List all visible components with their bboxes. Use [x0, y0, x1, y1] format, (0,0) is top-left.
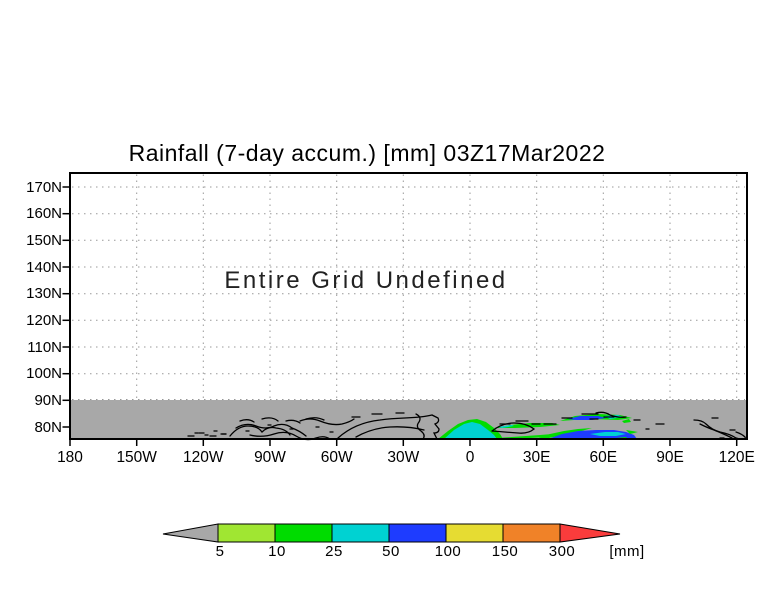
colorbar-label: 300 — [549, 543, 576, 560]
x-axis-label: 60W — [321, 449, 353, 466]
x-axis-label: 0 — [466, 449, 475, 466]
y-axis-label: 130N — [26, 285, 62, 302]
gray-band — [71, 400, 746, 439]
gridlines — [72, 174, 745, 400]
colorbar-label: 100 — [435, 543, 462, 560]
x-axis-label: 90E — [656, 449, 684, 466]
x-axis-label: 30W — [387, 449, 419, 466]
plot-frame — [69, 172, 748, 440]
colorbar-label: 25 — [325, 543, 343, 560]
colorbar-label: 150 — [492, 543, 519, 560]
coastlines — [187, 411, 747, 441]
x-axis-label: 90W — [254, 449, 286, 466]
colorbar-label: 50 — [382, 543, 400, 560]
y-axis-label: 110N — [27, 339, 62, 356]
colorbar-label: 10 — [268, 543, 286, 560]
x-axis-label: 30E — [523, 449, 551, 466]
x-axis-label: 180 — [57, 449, 83, 466]
x-axis-label: 120W — [183, 449, 224, 466]
colorbar-segment — [445, 523, 504, 543]
y-axis-label: 140N — [26, 259, 62, 276]
y-axis-label: 90N — [34, 392, 62, 409]
colorbar-segment — [217, 523, 276, 543]
chart-title: Rainfall (7-day accum.) [mm] 03Z17Mar202… — [129, 140, 606, 166]
colorbar-right-arrow — [559, 523, 621, 543]
y-axis-label: 160N — [26, 205, 62, 222]
x-axis-label: 150W — [116, 449, 157, 466]
axis-ticks — [62, 186, 738, 446]
x-axis-label: 120E — [719, 449, 755, 466]
y-axis-label: 120N — [26, 312, 62, 329]
colorbar-unit-label: [mm] — [609, 543, 644, 560]
y-axis-label: 80N — [34, 419, 62, 436]
colorbar-label: 5 — [216, 543, 225, 560]
x-axis: 180 150W 120W 90W 60W 30W 0 30E 60E 90E … — [57, 449, 755, 466]
colorbar: 5 10 25 50 100 150 300 [mm] — [162, 523, 644, 560]
colorbar-segment — [274, 523, 333, 543]
y-axis-label: 150N — [26, 232, 62, 249]
colorbar-segment — [331, 523, 390, 543]
colorbar-segment — [388, 523, 447, 543]
grid-undefined-message: Entire Grid Undefined — [224, 267, 507, 294]
y-axis: 170N 160N 150N 140N 130N 120N 110N 100N … — [26, 179, 62, 436]
y-axis-label: 170N — [26, 179, 62, 196]
y-axis-label: 100N — [26, 365, 62, 382]
x-axis-label: 60E — [590, 449, 618, 466]
colorbar-segment — [502, 523, 561, 543]
